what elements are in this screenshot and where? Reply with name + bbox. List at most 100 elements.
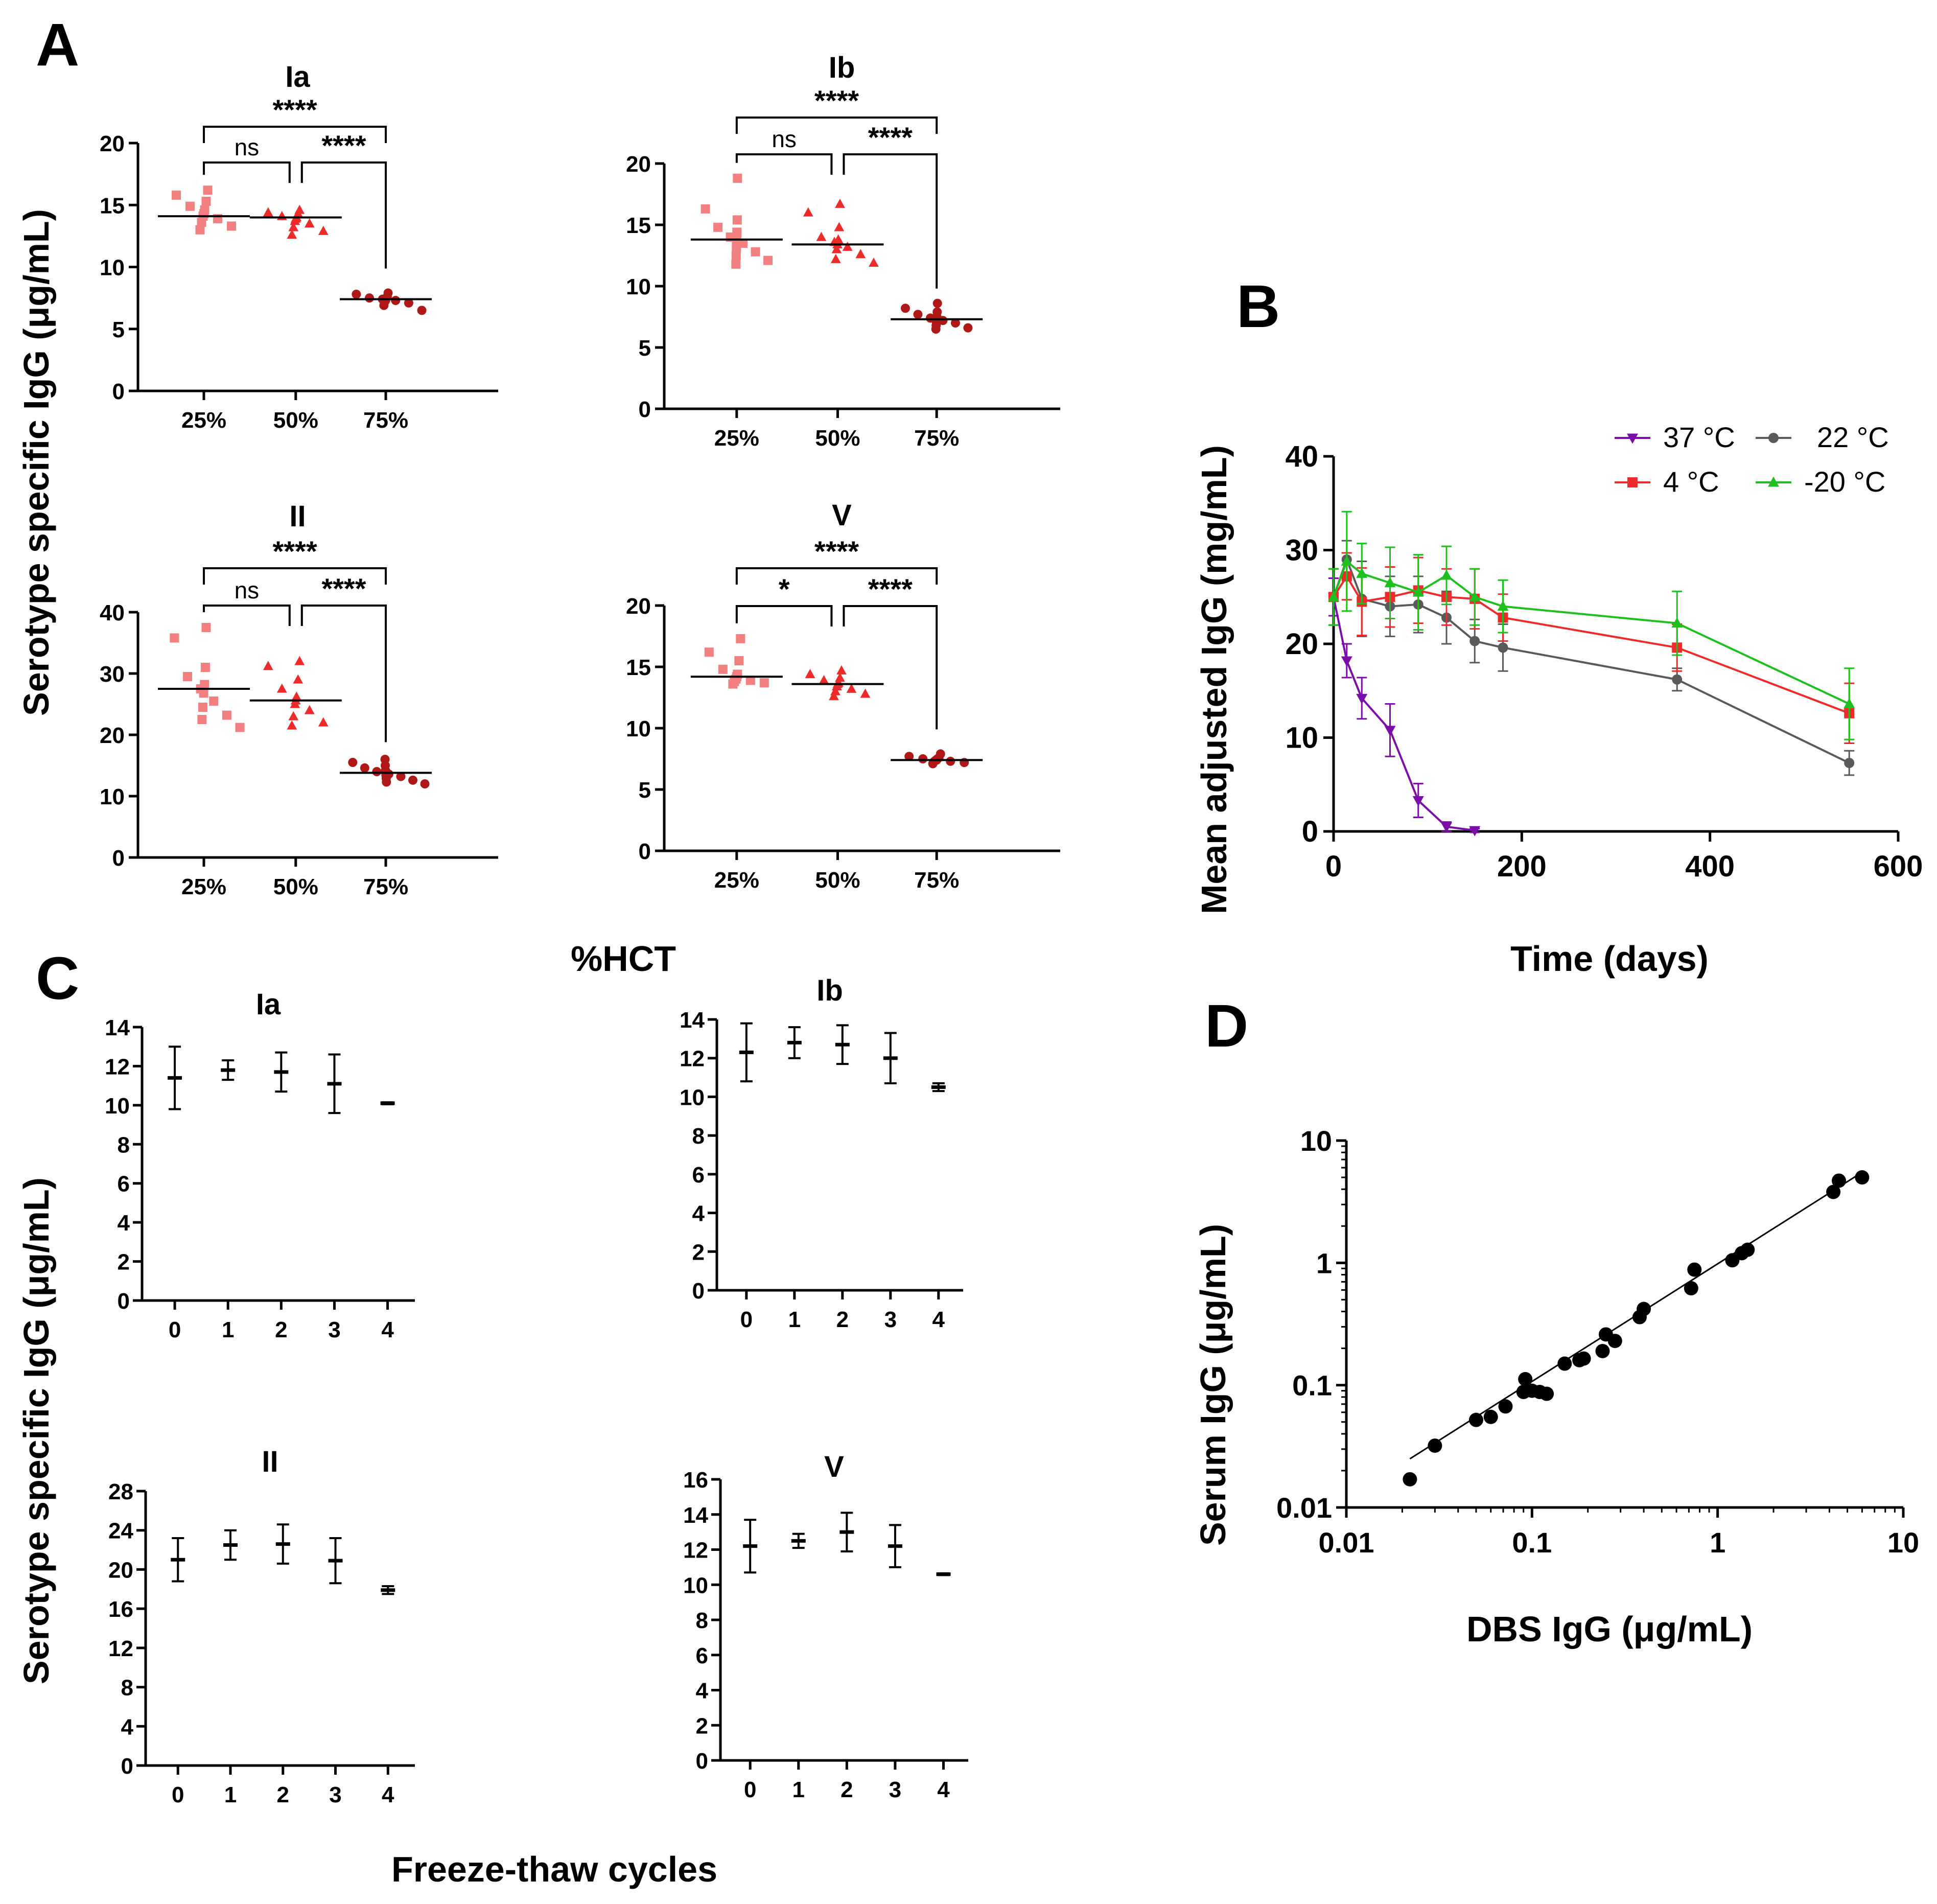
data-point <box>1384 577 1396 588</box>
data-point <box>1557 1356 1572 1371</box>
legend-label: 22 °C <box>1817 421 1889 453</box>
y-tick-label: 20 <box>626 152 651 177</box>
data-point <box>1341 555 1352 566</box>
y-tick-label: 0 <box>112 379 125 404</box>
data-point <box>1356 567 1368 578</box>
data-point <box>928 759 938 769</box>
data-point <box>736 634 745 643</box>
y-tick-label: 10 <box>1300 1125 1332 1157</box>
data-point <box>222 710 231 720</box>
y-tick-label: 16 <box>108 1597 133 1622</box>
data-point <box>932 298 942 308</box>
x-tick-label: 2 <box>275 1317 287 1342</box>
data-point <box>1637 1302 1651 1316</box>
y-tick-label: 30 <box>100 662 125 687</box>
y-tick-label: 28 <box>108 1479 133 1504</box>
data-point <box>860 688 871 698</box>
significance-bracket <box>735 605 833 626</box>
data-point <box>379 300 389 310</box>
hct-axis-label: %HCT <box>571 939 676 979</box>
data-point <box>728 679 738 689</box>
panel-d-chart: 0.010.01 0.1 0.1 1 1 10 10 <box>1276 1125 1919 1559</box>
data-point <box>360 763 369 773</box>
data-point <box>846 683 857 693</box>
data-point <box>1356 693 1368 704</box>
y-tick-label: 40 <box>100 600 125 625</box>
data-point <box>819 675 829 685</box>
legend-marker <box>1627 433 1638 444</box>
data-point <box>352 289 361 299</box>
y-tick-label: 5 <box>639 336 651 361</box>
significance-bracket <box>735 567 938 585</box>
y-tick-label: 4 <box>118 1211 130 1236</box>
x-tick-label: 1 <box>788 1307 801 1332</box>
x-tick-label: 75% <box>914 426 959 451</box>
data-point <box>1497 600 1509 611</box>
panel-a-chart-2: 0 5 10 15 20 25% 50% 75% Ib ns **** **** <box>626 51 1060 451</box>
data-point <box>304 218 315 228</box>
data-point <box>1832 1173 1847 1188</box>
significance-label: * <box>779 573 790 605</box>
significance-bracket <box>203 567 387 585</box>
data-point <box>1539 1386 1554 1401</box>
data-point <box>1826 1185 1841 1199</box>
y-tick-label: 6 <box>118 1172 130 1197</box>
data-point <box>1483 1409 1498 1424</box>
data-point <box>805 669 815 679</box>
data-point <box>199 688 208 698</box>
x-tick-label: 0 <box>172 1782 184 1807</box>
chart-title: Ib <box>816 974 843 1007</box>
y-tick-label: 20 <box>1285 628 1318 661</box>
legend-entry: 4 °C <box>1615 466 1719 498</box>
chart-title: V <box>824 1450 844 1483</box>
y-tick-label: 24 <box>108 1519 133 1544</box>
data-point <box>763 256 773 265</box>
x-tick-label: 0 <box>169 1317 181 1342</box>
data-point <box>751 247 760 257</box>
significance-label: **** <box>814 84 859 117</box>
data-point <box>1672 674 1683 685</box>
x-tick-label: 4 <box>932 1307 945 1332</box>
x-tick-label: 50% <box>273 874 318 899</box>
significance-bracket <box>735 153 833 175</box>
y-tick-label: 15 <box>626 213 651 238</box>
x-tick-label: 75% <box>363 408 408 433</box>
data-point <box>950 318 960 328</box>
y-tick-label: 10 <box>626 716 651 741</box>
x-tick-label: 0 <box>1325 850 1342 883</box>
x-tick-label: 2 <box>841 1777 853 1802</box>
x-tick-label: 0 <box>744 1777 756 1802</box>
panel-b-y-axis-label: Mean adjusted IgG (mg/mL) <box>1194 445 1234 914</box>
data-point <box>1607 1334 1622 1349</box>
panel-letter-a: A <box>36 11 79 79</box>
data-point <box>293 674 304 684</box>
data-point <box>835 198 845 208</box>
x-tick-label: 1 <box>222 1317 234 1342</box>
y-tick-label: 40 <box>1285 440 1318 473</box>
data-point <box>318 225 329 235</box>
series-line <box>1333 556 1850 764</box>
data-point <box>304 705 315 714</box>
data-point <box>1428 1438 1442 1453</box>
data-point <box>1687 1262 1702 1277</box>
data-point <box>172 190 181 200</box>
x-tick-label: 0.1 <box>1512 1526 1552 1559</box>
y-tick-label: 10 <box>100 784 125 809</box>
x-tick-label: 4 <box>937 1777 950 1802</box>
y-tick-label: 15 <box>626 655 651 680</box>
x-tick-label: 10 <box>1887 1526 1919 1559</box>
panel-b-x-axis-label: Time (days) <box>1510 939 1709 979</box>
significance-label: ns <box>235 134 260 160</box>
data-point <box>404 298 413 308</box>
data-point <box>869 258 879 267</box>
y-tick-label: 4 <box>696 1679 709 1704</box>
legend-entry: 37 °C <box>1615 421 1735 453</box>
y-tick-label: 5 <box>639 778 651 803</box>
y-tick-label: 2 <box>692 1240 705 1265</box>
data-point <box>1469 591 1481 601</box>
significance-label: **** <box>868 121 913 153</box>
y-tick-label: 0 <box>112 846 125 871</box>
data-point <box>1843 698 1855 708</box>
data-point <box>963 323 973 333</box>
